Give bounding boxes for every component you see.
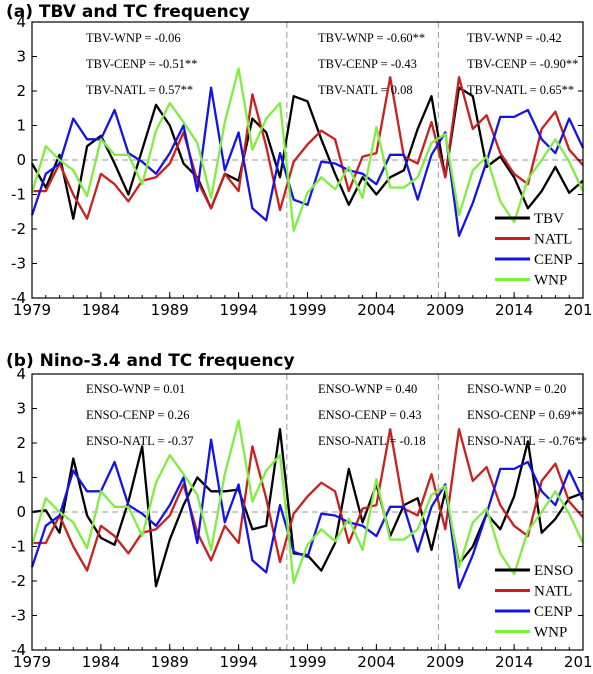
legend-label: WNP bbox=[534, 273, 567, 289]
series-line-natl bbox=[32, 429, 583, 570]
correlation-annotation: ENSO-NATL = -0.37 bbox=[86, 434, 194, 448]
y-tick-label: 4 bbox=[16, 365, 26, 383]
y-tick-label: 4 bbox=[16, 13, 26, 31]
x-tick-label: 2009 bbox=[426, 301, 464, 319]
x-tick-label: 2009 bbox=[426, 653, 464, 671]
legend-label: TBV bbox=[534, 211, 564, 227]
y-tick-label: -3 bbox=[11, 255, 26, 273]
x-tick-label: 1994 bbox=[220, 653, 258, 671]
correlation-annotation: ENSO-CENP = 0.43 bbox=[318, 408, 421, 422]
correlation-annotation: TBV-CENP = -0.43 bbox=[318, 57, 417, 71]
y-tick-label: 1 bbox=[16, 469, 26, 487]
chart-title: (a) TBV and TC frequency bbox=[6, 2, 250, 22]
series-line-cenp bbox=[32, 440, 583, 588]
y-tick-label: 0 bbox=[16, 503, 26, 521]
x-tick-label: 1994 bbox=[220, 301, 258, 319]
y-tick-label: 0 bbox=[16, 151, 26, 169]
legend-label: CENP bbox=[534, 604, 572, 620]
correlation-annotation: ENSO-WNP = 0.20 bbox=[467, 382, 566, 396]
y-tick-label: 3 bbox=[16, 400, 26, 418]
x-tick-label: 1979 bbox=[13, 653, 51, 671]
legend-label: ENSO bbox=[534, 563, 573, 579]
x-tick-label: 2019 bbox=[564, 301, 593, 319]
chart-panel-a: (a) TBV and TC frequency-4-3-2-101234197… bbox=[6, 2, 593, 319]
y-tick-label: -1 bbox=[11, 538, 26, 556]
x-tick-label: 2014 bbox=[495, 653, 533, 671]
x-tick-label: 1999 bbox=[288, 653, 326, 671]
correlation-annotation: ENSO-WNP = 0.01 bbox=[86, 382, 185, 396]
x-tick-label: 2004 bbox=[357, 653, 395, 671]
x-tick-label: 2019 bbox=[564, 653, 593, 671]
correlation-annotation: ENSO-NATL = -0.76** bbox=[467, 434, 587, 448]
correlation-annotation: ENSO-NATL = -0.18 bbox=[318, 434, 426, 448]
legend-label: NATL bbox=[534, 232, 572, 248]
y-tick-label: -3 bbox=[11, 607, 26, 625]
y-tick-label: 1 bbox=[16, 117, 26, 135]
legend-label: WNP bbox=[534, 625, 567, 641]
x-tick-label: 1989 bbox=[151, 653, 189, 671]
chart-panel-b: (b) Nino-3.4 and TC frequency-4-3-2-1012… bbox=[6, 351, 593, 671]
y-tick-label: 2 bbox=[16, 434, 26, 452]
y-tick-label: -1 bbox=[11, 186, 26, 204]
chart-title: (b) Nino-3.4 and TC frequency bbox=[6, 351, 295, 371]
correlation-annotation: ENSO-WNP = 0.40 bbox=[318, 382, 417, 396]
x-tick-label: 1984 bbox=[82, 653, 120, 671]
x-tick-label: 1989 bbox=[151, 301, 189, 319]
correlation-annotation: TBV-NATL = 0.57** bbox=[86, 83, 193, 97]
correlation-annotation: TBV-WNP = -0.06 bbox=[86, 31, 181, 45]
correlation-annotation: TBV-WNP = -0.42 bbox=[467, 31, 562, 45]
y-tick-label: 2 bbox=[16, 82, 26, 100]
legend-label: CENP bbox=[534, 252, 572, 268]
correlation-annotation: TBV-CENP = -0.51** bbox=[86, 57, 197, 71]
correlation-annotation: ENSO-CENP = 0.26 bbox=[86, 408, 189, 422]
correlation-annotation: ENSO-CENP = 0.69** bbox=[467, 408, 583, 422]
y-tick-label: -2 bbox=[11, 572, 26, 590]
x-tick-label: 1999 bbox=[288, 301, 326, 319]
series-line-natl bbox=[32, 77, 583, 219]
correlation-annotation: TBV-WNP = -0.60** bbox=[318, 31, 425, 45]
x-tick-label: 1984 bbox=[82, 301, 120, 319]
legend-label: NATL bbox=[534, 584, 572, 600]
x-tick-label: 2004 bbox=[357, 301, 395, 319]
correlation-annotation: TBV-NATL = 0.08 bbox=[318, 83, 413, 97]
x-tick-label: 1979 bbox=[13, 301, 51, 319]
correlation-annotation: TBV-CENP = -0.90** bbox=[467, 57, 578, 71]
y-tick-label: -2 bbox=[11, 220, 26, 238]
y-tick-label: 3 bbox=[16, 48, 26, 66]
correlation-annotation: TBV-NATL = 0.65** bbox=[467, 83, 574, 97]
x-tick-label: 2014 bbox=[495, 301, 533, 319]
